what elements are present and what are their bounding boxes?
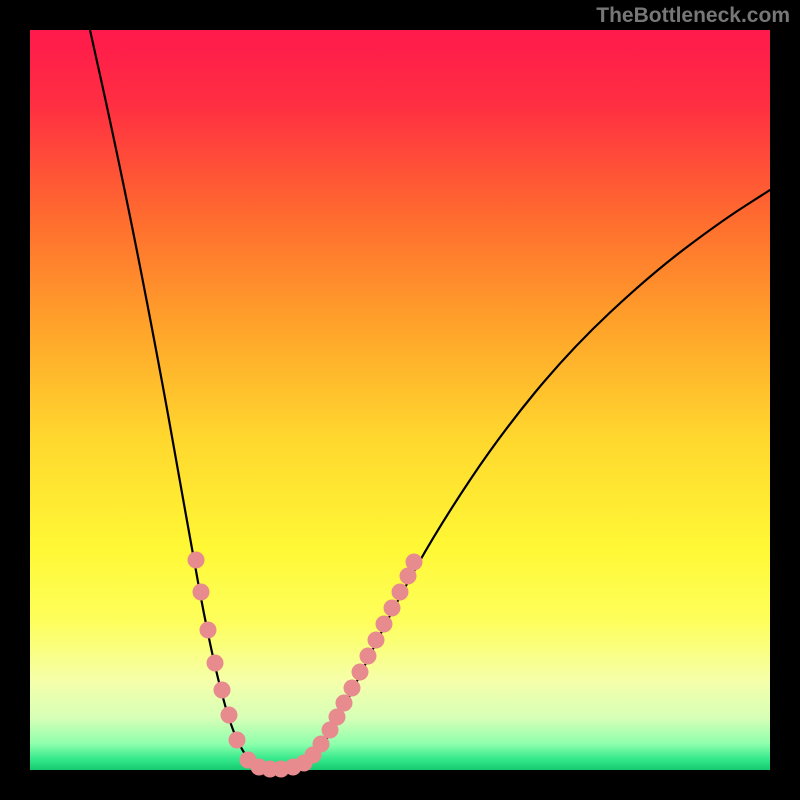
data-marker bbox=[384, 600, 401, 617]
data-marker bbox=[344, 680, 361, 697]
data-marker bbox=[406, 554, 423, 571]
data-marker bbox=[360, 648, 377, 665]
data-marker bbox=[214, 682, 231, 699]
gradient-background bbox=[30, 30, 770, 770]
data-marker bbox=[193, 584, 210, 601]
data-marker bbox=[336, 695, 353, 712]
data-marker bbox=[352, 664, 369, 681]
chart-container: TheBottleneck.com bbox=[0, 0, 800, 800]
data-marker bbox=[313, 736, 330, 753]
chart-svg bbox=[0, 0, 800, 800]
data-marker bbox=[368, 632, 385, 649]
data-marker bbox=[376, 616, 393, 633]
data-marker bbox=[200, 622, 217, 639]
data-marker bbox=[392, 584, 409, 601]
data-marker bbox=[229, 732, 246, 749]
watermark-text: TheBottleneck.com bbox=[596, 4, 790, 28]
data-marker bbox=[207, 655, 224, 672]
data-marker bbox=[221, 707, 238, 724]
data-marker bbox=[188, 552, 205, 569]
